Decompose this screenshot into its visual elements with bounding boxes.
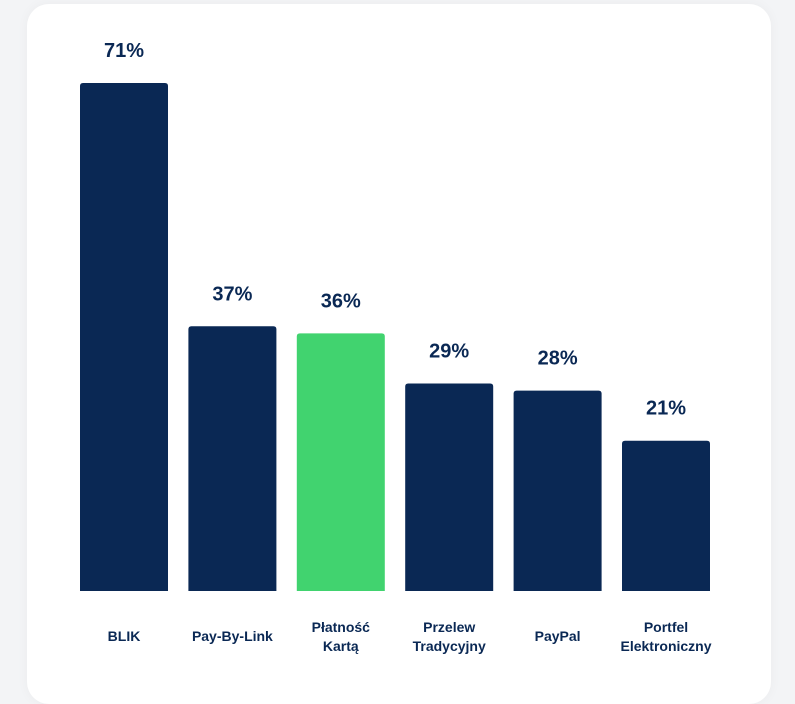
category-label: PayPal xyxy=(535,628,581,644)
bar-3 xyxy=(405,383,494,591)
value-label: 21% xyxy=(646,398,686,420)
bar-2 xyxy=(296,333,385,591)
bar-1 xyxy=(188,326,277,591)
value-label: 28% xyxy=(538,348,578,370)
category-label: Portfel Elektroniczny xyxy=(620,619,711,654)
bar-chart: 71% BLIK 37% Pay-By-Link 36% Płatność Kartą 29%… xyxy=(80,40,712,654)
value-label: 37% xyxy=(212,283,252,305)
bar-5 xyxy=(622,440,710,591)
value-label: 71% xyxy=(104,40,144,62)
category-label: Pay-By-Link xyxy=(192,628,273,644)
bar-4 xyxy=(513,390,602,591)
bar-0 xyxy=(80,83,168,591)
value-label: 29% xyxy=(429,341,469,363)
category-label: Płatność Kartą xyxy=(312,619,371,654)
category-label: Przelew Tradycyjny xyxy=(413,619,486,654)
value-label: 36% xyxy=(321,290,361,312)
category-label: BLIK xyxy=(108,628,141,644)
